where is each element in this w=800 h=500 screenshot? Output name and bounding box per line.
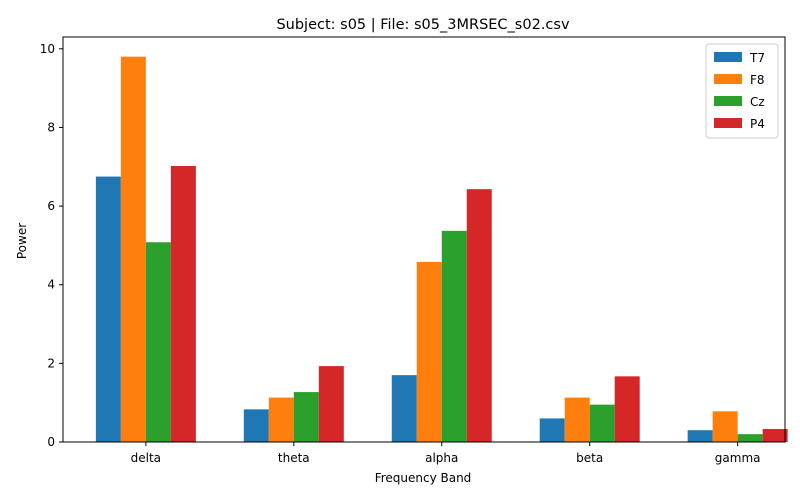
bar-p4-delta <box>170 165 196 442</box>
legend-swatch-cz <box>714 96 742 106</box>
bar-f8-theta <box>268 397 294 442</box>
bar-t7-alpha <box>391 375 417 442</box>
bar-p4-beta <box>614 376 640 442</box>
x-tick-label-gamma: gamma <box>715 451 761 465</box>
x-tick-label-theta: theta <box>278 451 310 465</box>
bar-cz-delta <box>145 242 171 442</box>
bars-group <box>95 56 788 443</box>
legend-swatch-p4 <box>714 118 742 128</box>
bar-cz-theta <box>293 392 319 442</box>
y-tick-label: 4 <box>47 278 55 292</box>
bar-p4-gamma <box>762 429 788 442</box>
bar-t7-beta <box>539 418 565 442</box>
bar-p4-theta <box>318 366 344 442</box>
legend-label-cz: Cz <box>750 95 765 109</box>
bar-f8-delta <box>120 56 146 443</box>
bar-f8-beta <box>564 397 590 442</box>
bar-f8-alpha <box>416 261 442 442</box>
legend-box <box>705 43 779 139</box>
legend-label-f8: F8 <box>750 73 765 87</box>
y-tick-label: 8 <box>47 120 55 134</box>
legend: T7 F8 Cz P4 <box>705 43 779 139</box>
y-tick-label: 2 <box>47 356 55 370</box>
y-tick-label: 6 <box>47 199 55 213</box>
x-tick-label-beta: beta <box>576 451 603 465</box>
y-axis-label: Power <box>15 223 29 259</box>
x-axis-label: Frequency Band <box>375 471 472 485</box>
bar-t7-delta <box>95 176 121 442</box>
legend-label-p4: P4 <box>750 117 765 131</box>
x-tick-label-alpha: alpha <box>425 451 458 465</box>
axes-group: 0 2 4 6 8 10 delta theta alpha beta gamma <box>40 36 786 465</box>
bar-cz-beta <box>589 404 615 442</box>
y-tick-label: 10 <box>40 42 55 56</box>
y-tick-label: 0 <box>47 435 55 449</box>
bar-cz-gamma <box>737 434 763 442</box>
x-tick-label-delta: delta <box>131 451 161 465</box>
bar-p4-alpha <box>466 189 492 442</box>
legend-swatch-t7 <box>714 52 742 62</box>
chart-title: Subject: s05 | File: s05_3MRSEC_s02.csv <box>276 17 570 33</box>
bar-t7-theta <box>243 409 269 442</box>
plot-frame <box>62 36 786 443</box>
legend-label-t7: T7 <box>749 51 765 65</box>
bar-f8-gamma <box>712 411 738 442</box>
bar-t7-gamma <box>687 430 713 442</box>
bar-cz-alpha <box>441 230 467 442</box>
legend-swatch-f8 <box>714 74 742 84</box>
